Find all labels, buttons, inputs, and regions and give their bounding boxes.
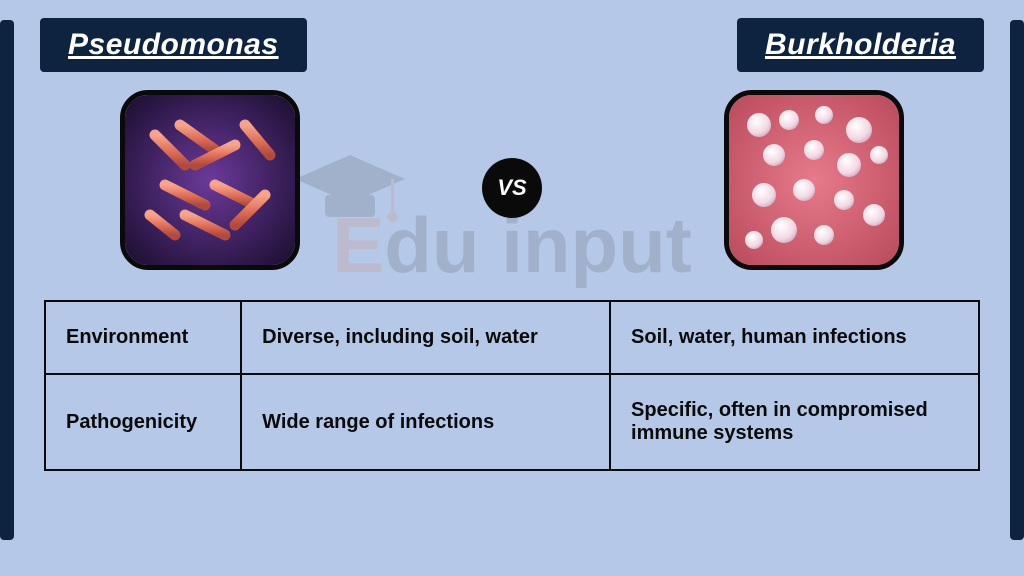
row-label: Environment [45,301,241,374]
accent-bar-right [1010,20,1024,540]
comparison-table: Environment Diverse, including soil, wat… [44,300,980,471]
title-box-right: Burkholderia [737,18,984,72]
cell-right: Soil, water, human infections [610,301,979,374]
cell-right: Specific, often in compromised immune sy… [610,374,979,470]
image-right [724,90,904,270]
row-label: Pathogenicity [45,374,241,470]
cell-left: Diverse, including soil, water [241,301,610,374]
accent-bar-left [0,20,14,540]
watermark-cap-icon [295,155,405,240]
title-right: Burkholderia [765,28,956,61]
title-left: Pseudomonas [68,28,279,61]
vs-label: VS [497,175,526,201]
watermark-rest: du input [384,201,692,289]
cell-left: Wide range of infections [241,374,610,470]
title-box-left: Pseudomonas [40,18,307,72]
table-row: Pathogenicity Wide range of infections S… [45,374,979,470]
vs-badge: VS [482,158,542,218]
watermark-highlight: E [332,201,384,289]
table-row: Environment Diverse, including soil, wat… [45,301,979,374]
image-left [120,90,300,270]
